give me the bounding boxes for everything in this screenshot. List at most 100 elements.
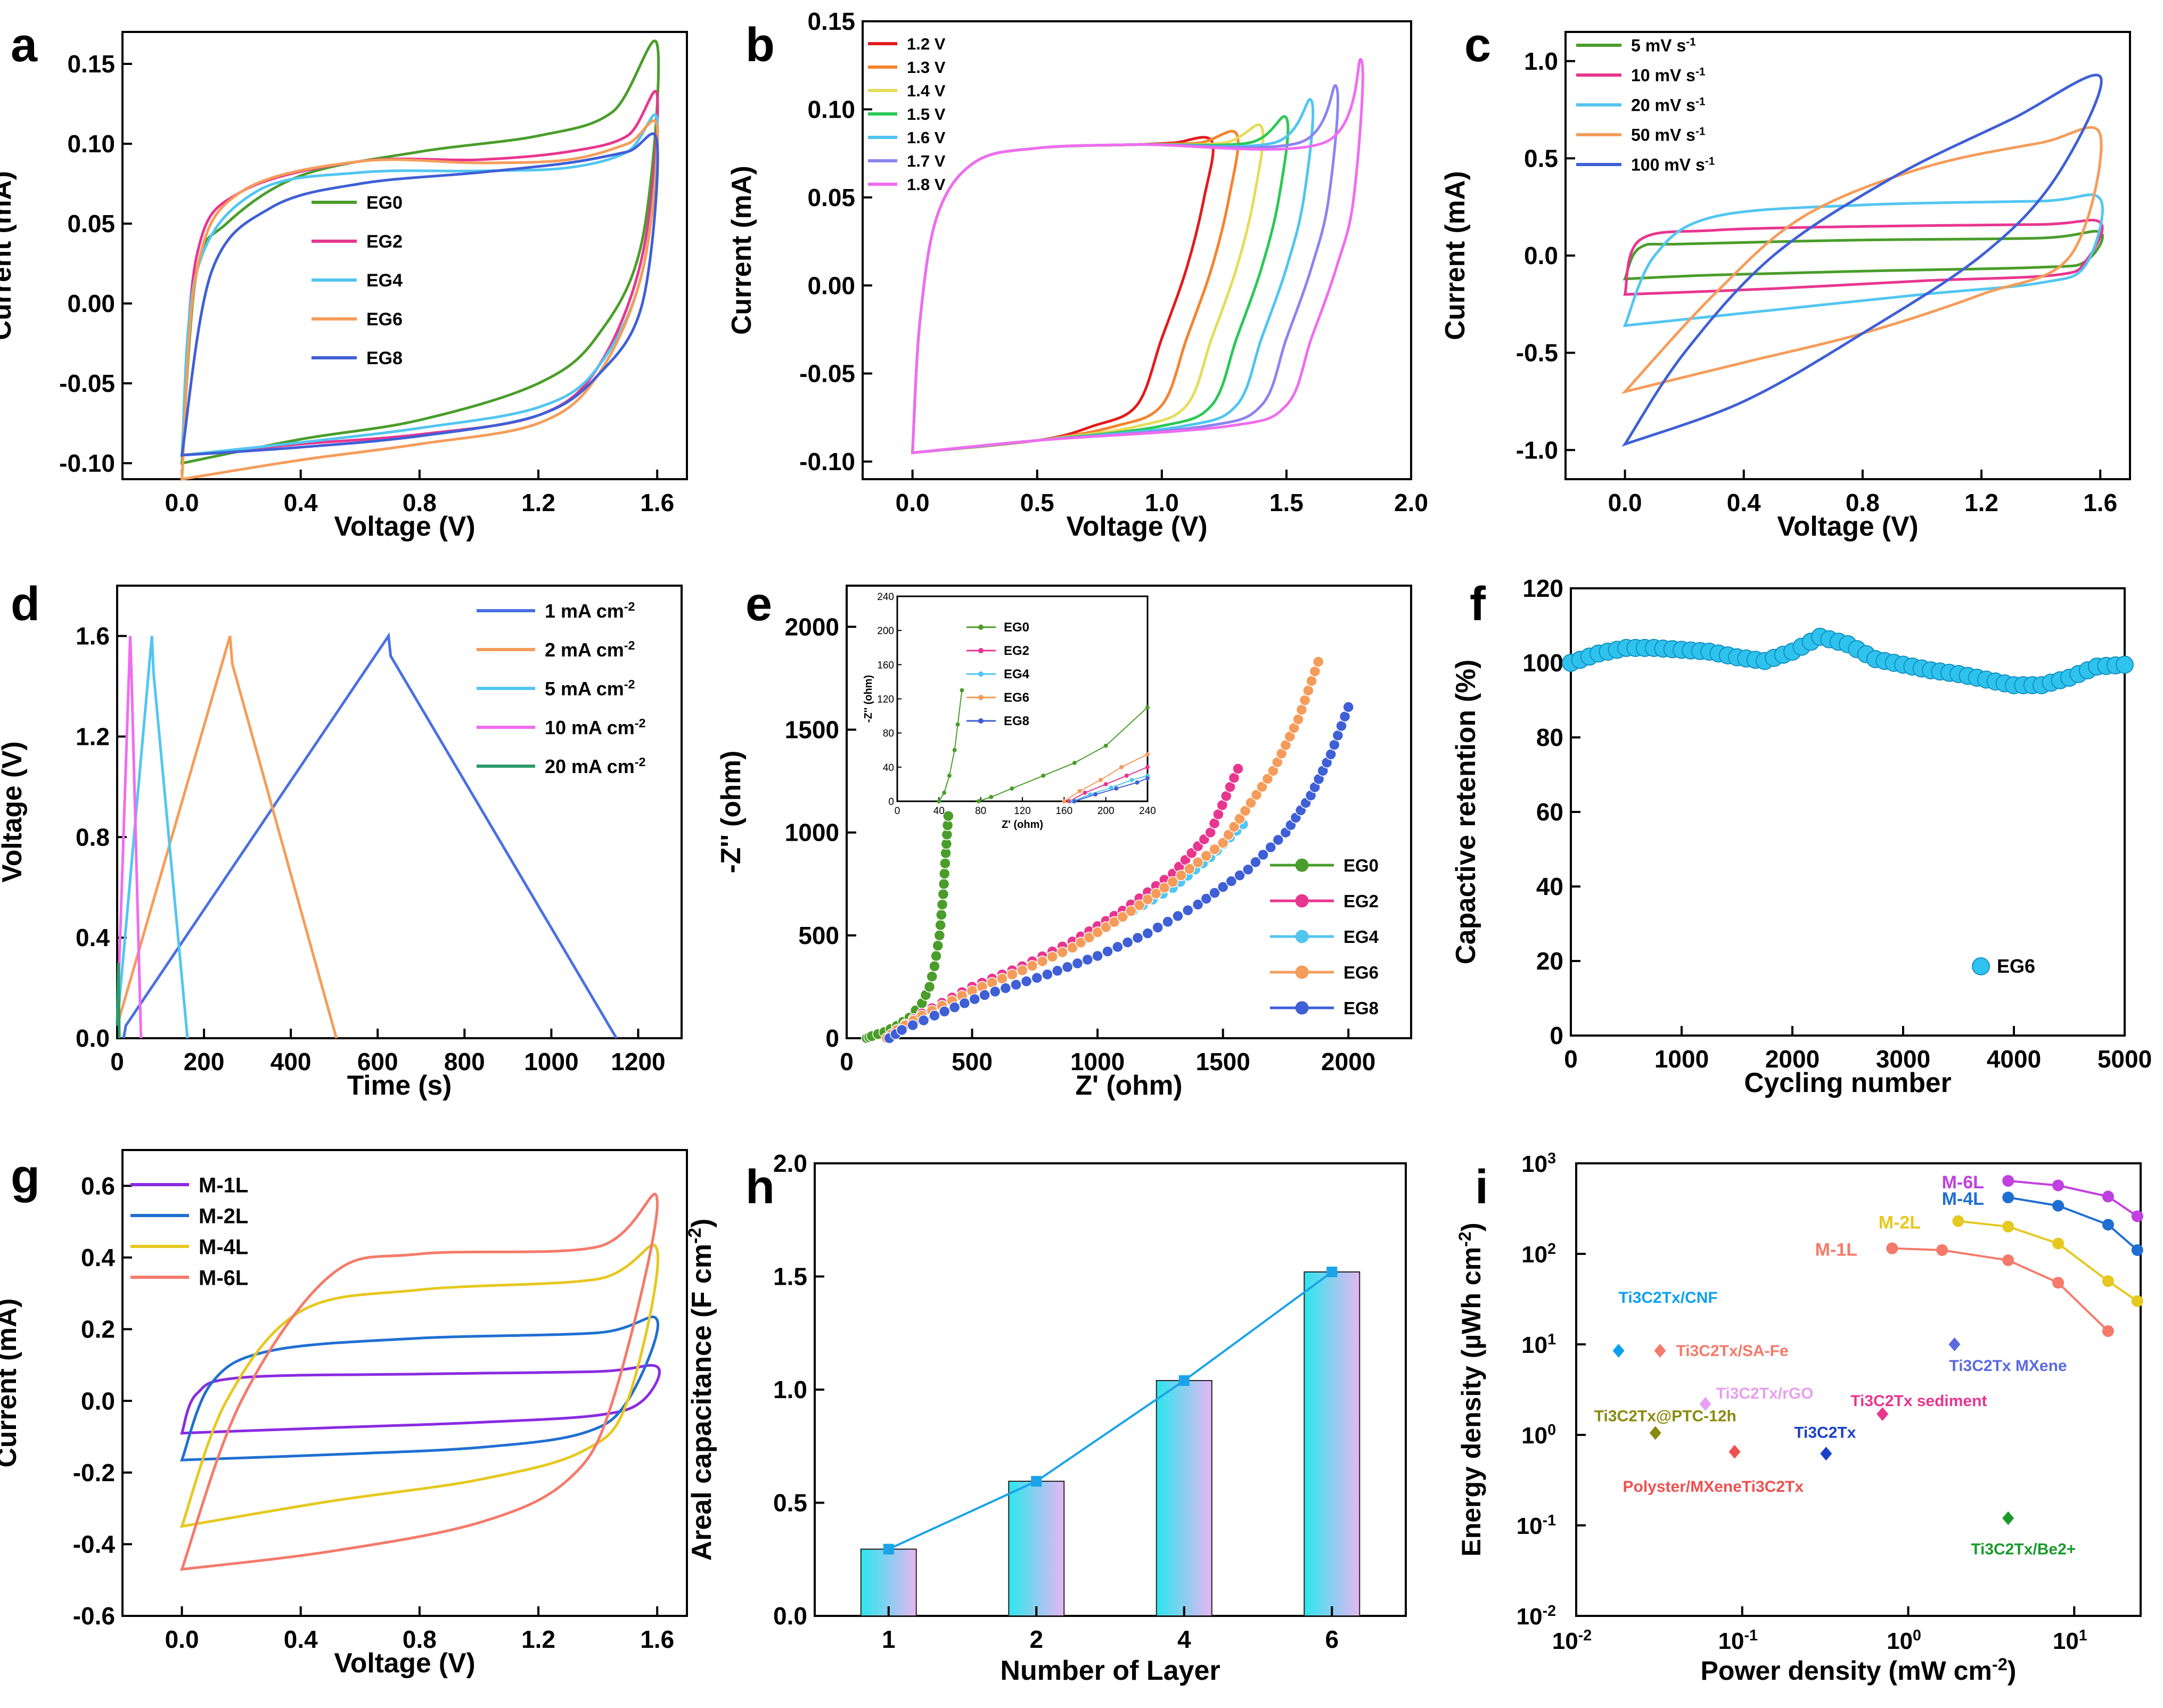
panel-letter-e: e <box>745 578 772 631</box>
eis-point <box>1256 781 1268 793</box>
cv-curve-50 mV s <box>1621 126 2103 395</box>
eis-point <box>1217 881 1229 893</box>
y-tick-label: 500 <box>798 922 839 949</box>
eis-point <box>1112 941 1124 953</box>
eis-point <box>1006 968 1018 980</box>
inset-legend-label: EG4 <box>1004 667 1030 681</box>
series-label-M-4L: M-4L <box>1942 1189 1984 1209</box>
inset-legend-marker <box>978 695 984 700</box>
inset-point <box>1083 790 1087 795</box>
legend-label: 5 mA cm-2 <box>545 677 635 700</box>
superscript: -2 <box>635 755 646 769</box>
x-axis-label: Cycling number <box>1744 1067 1951 1098</box>
eis-point <box>1242 864 1254 875</box>
x-tick-label: 0.5 <box>1020 489 1054 516</box>
superscript: -2 <box>624 677 635 691</box>
inset-point <box>960 688 964 693</box>
reference-marker <box>1728 1444 1741 1459</box>
y-tick-label: -0.05 <box>799 360 855 388</box>
eis-point <box>1083 931 1095 943</box>
legend-label: 1 mA cm-2 <box>545 600 635 622</box>
eis-point <box>1312 656 1324 668</box>
cv-curve-EG4 <box>180 113 659 457</box>
eis-point <box>1071 957 1084 970</box>
eis-point <box>1162 916 1174 928</box>
ragone-point <box>2052 1179 2064 1192</box>
y-tick-label: 1.5 <box>773 1263 807 1291</box>
inset-y-label: -Z'' (ohm) <box>863 675 874 722</box>
superscript: -2 <box>635 716 646 730</box>
legend-label: 1.8 V <box>907 175 946 194</box>
gcd-curve-1 mA cm <box>122 632 618 1039</box>
inset-point <box>1145 765 1150 769</box>
eis-point <box>1017 964 1028 976</box>
y-tick-label: -0.10 <box>59 449 115 477</box>
eis-point <box>1200 850 1212 862</box>
panel-i: 10-2 10-1 100 10110-210-1100101102103Power … <box>1455 1150 2143 1686</box>
eis-point <box>1142 927 1154 939</box>
x-tick-label: 0.0 <box>165 1625 199 1653</box>
eis-point <box>1061 961 1074 973</box>
eis-point <box>1209 887 1220 899</box>
legend-label: EG6 <box>1343 963 1379 982</box>
plot-frame <box>121 31 688 480</box>
eis-point <box>932 940 944 951</box>
inset-point <box>1109 785 1113 790</box>
y-axis-label: Current (mA) <box>0 1299 22 1468</box>
eis-point <box>1325 749 1337 760</box>
plot-frame <box>1575 1162 2142 1617</box>
y-tick-label: 101 <box>1521 1331 1556 1358</box>
legend-label: EG6 <box>366 309 403 330</box>
inset-point <box>1135 780 1140 785</box>
x-tick-label: 1.6 <box>640 489 674 516</box>
inset-point <box>1103 743 1108 748</box>
reference-label: Polyster/MXeneTi3C2Tx <box>1623 1478 1804 1496</box>
eis-point <box>1046 951 1059 963</box>
x-axis-label: Voltage (V) <box>334 511 475 541</box>
eis-point <box>996 973 1008 984</box>
eis-point <box>1302 685 1314 696</box>
eis-point <box>1031 972 1043 984</box>
eis-point <box>1342 701 1354 713</box>
cv-curve-EG6 <box>180 119 659 481</box>
superscript: -1 <box>1543 1512 1556 1529</box>
y-tick-label: 0.15 <box>807 7 855 35</box>
inset-point <box>1072 799 1077 803</box>
legend-label: 20 mV s-1 <box>1631 95 1705 115</box>
cv-curve-M-4L <box>179 1243 660 1528</box>
eis-point <box>958 997 971 1009</box>
eis-point <box>1172 910 1184 922</box>
y-axis-label: Areal capacitance (F cm-2) <box>685 1219 717 1561</box>
eis-point <box>937 888 949 900</box>
y-tick-label: 1.0 <box>773 1376 807 1403</box>
y-tick-label: 100 <box>1522 649 1563 677</box>
inset-point <box>955 722 960 727</box>
eis-point <box>1200 893 1212 905</box>
x-axis-label: Voltage (V) <box>1777 511 1918 541</box>
x-tick-label: 3000 <box>1876 1045 1930 1073</box>
ragone-line-M-6L <box>2008 1179 2138 1218</box>
y-tick-label: 0.05 <box>67 210 115 237</box>
ragone-point <box>2002 1175 2014 1187</box>
y-axis-label: Energy density (µWh cm-2) <box>1455 1222 1486 1556</box>
reference-marker <box>2002 1511 2014 1525</box>
legend-label: 1.2 V <box>907 35 946 53</box>
inset-x-tick-label: 0 <box>895 806 900 817</box>
eis-point <box>917 1014 930 1027</box>
panel-letter-g: g <box>11 1150 40 1203</box>
legend-label: EG0 <box>1343 856 1379 875</box>
cv-curve-M-1L <box>179 1364 661 1435</box>
x-tick-label: 1.6 <box>2083 489 2117 516</box>
legend-label: M-6L <box>199 1266 248 1290</box>
y-axis-label: Voltage (V) <box>0 741 27 882</box>
reference-marker <box>1948 1337 1961 1351</box>
eis-point <box>1234 869 1246 881</box>
ragone-point <box>1886 1242 1898 1254</box>
legend-label: 20 mA cm-2 <box>545 755 646 777</box>
inset-x-tick-label: 240 <box>1139 806 1156 817</box>
y-axis-label: -Z'' (ohm) <box>715 751 746 874</box>
legend-label: 1.4 V <box>907 81 946 100</box>
x-tick-label: 0 <box>110 1048 124 1075</box>
x-tick-label: 1.6 <box>640 1625 674 1653</box>
x-tick-label: 1200 <box>611 1048 665 1075</box>
